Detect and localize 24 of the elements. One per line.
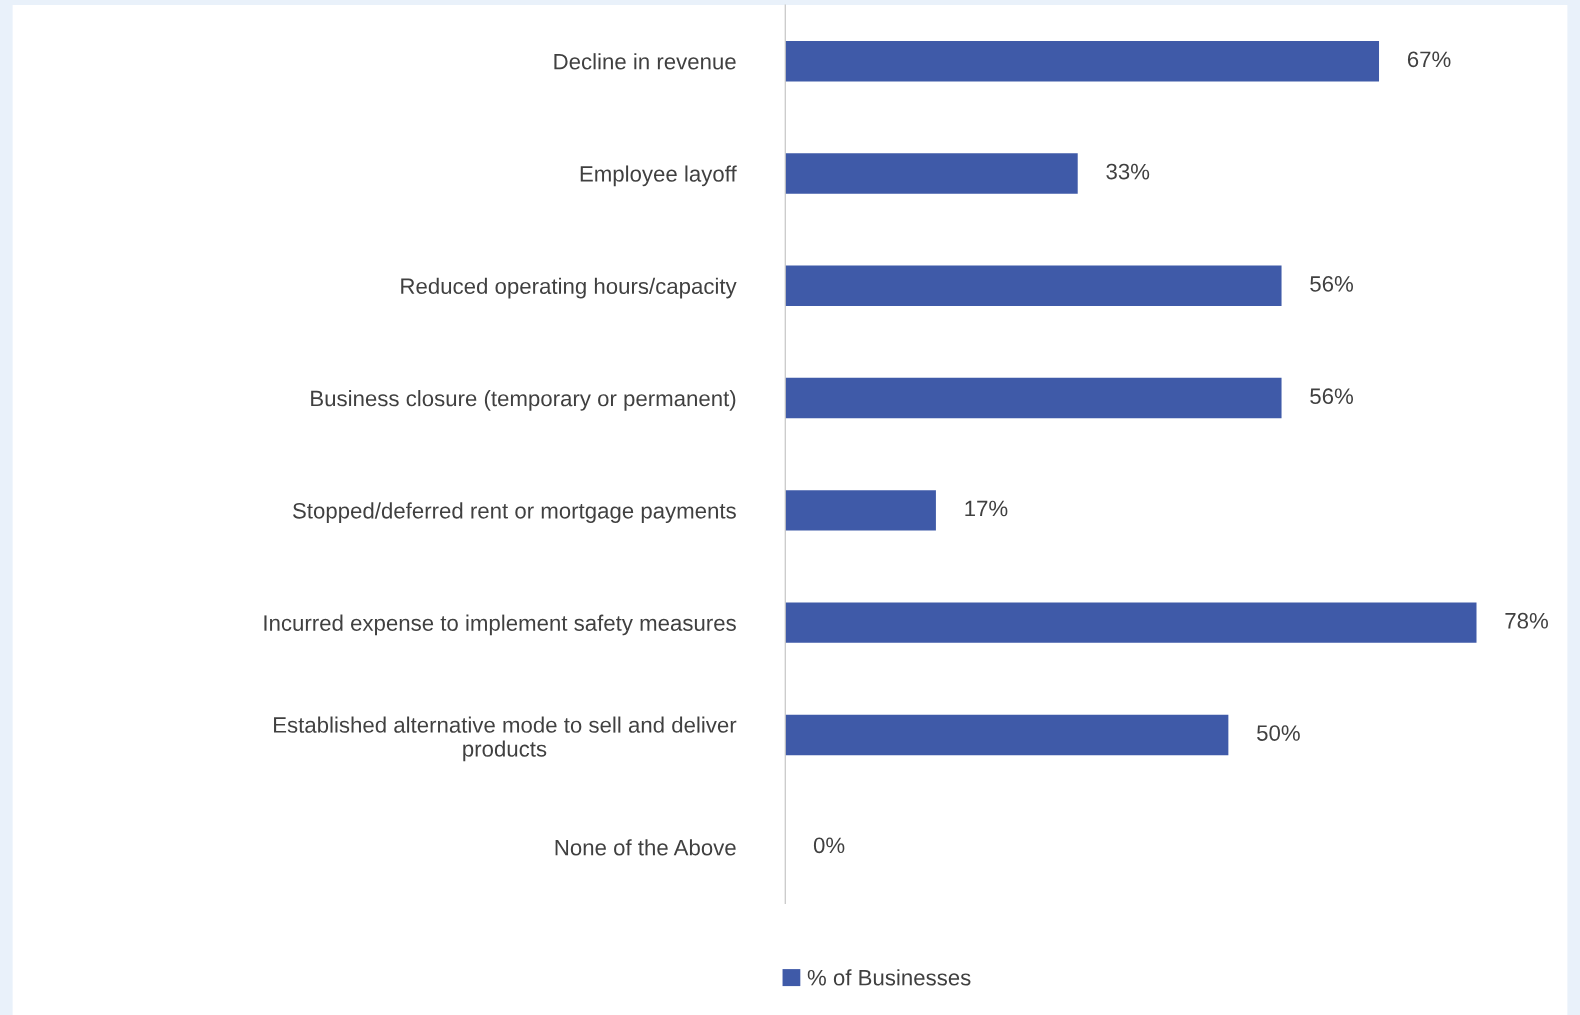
data-label: 0% (813, 837, 845, 854)
data-label: 50% (1257, 725, 1300, 741)
y-tick-label: Incurred expense to implement safety measures (264, 614, 736, 636)
y-tick-label: Stopped/deferred rent or mortgage payments (292, 502, 736, 524)
y-tick-label: None of the Above (555, 839, 736, 856)
bar (785, 602, 1477, 643)
bar (785, 490, 936, 531)
data-label: 67% (1407, 51, 1451, 68)
bar (785, 714, 1229, 756)
data-label: 17% (965, 500, 1008, 517)
bar (785, 265, 1282, 306)
y-tick-label: Employee layoff (580, 165, 737, 187)
legend-label: % of Businesses (807, 969, 971, 986)
bar (785, 41, 1380, 82)
data-label: 33% (1106, 163, 1150, 180)
y-tick-label: Established alternative mode to sell and deliver products (274, 716, 737, 762)
data-label: 56% (1310, 276, 1354, 292)
data-label: 56% (1310, 388, 1354, 405)
bar (785, 377, 1282, 419)
bar (785, 153, 1078, 194)
y-tick-label: Business closure (temporary or permanent) (311, 390, 736, 411)
y-tick-label: Reduced operating hours/capacity (401, 277, 737, 299)
data-label: 78% (1505, 612, 1548, 629)
y-tick-label: Decline in revenue (554, 53, 736, 70)
